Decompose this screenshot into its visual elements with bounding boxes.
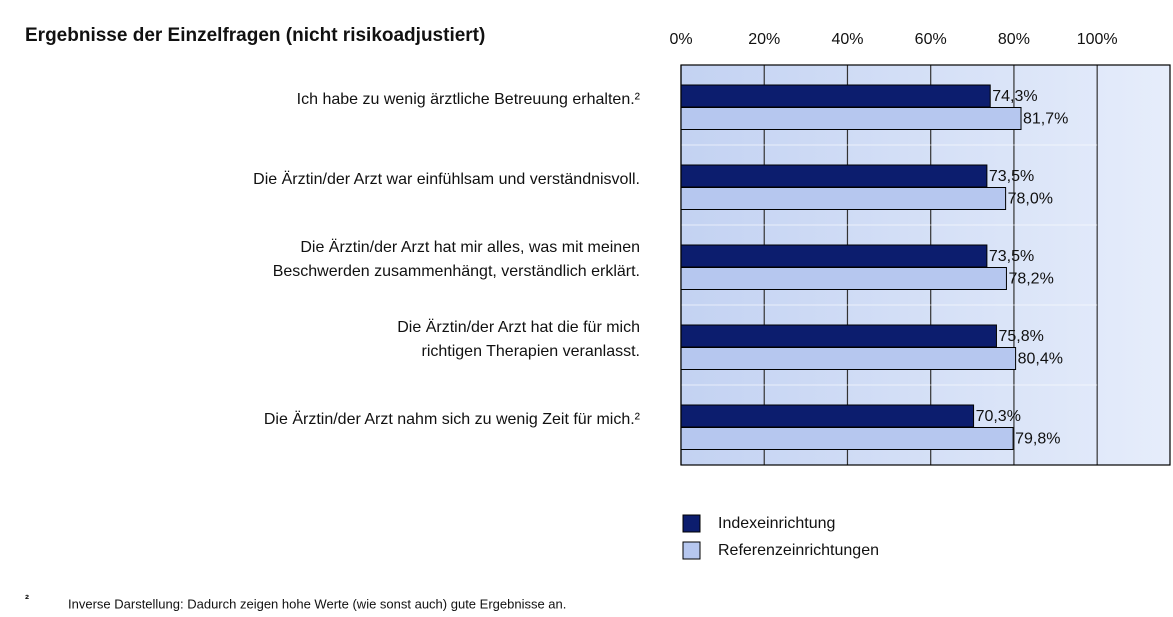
x-tick-label: 60%: [915, 31, 947, 48]
category-label: Die Ärztin/der Arzt hat mir alles, was m…: [272, 239, 640, 280]
bar: [680, 164, 988, 188]
bar: [680, 107, 1022, 130]
category-label: Die Ärztin/der Arzt nahm sich zu wenig Z…: [263, 411, 640, 428]
legend-swatch: [682, 541, 701, 560]
data-label: 79,8%: [1015, 431, 1060, 448]
bar: [680, 404, 975, 428]
bar: [680, 427, 1014, 450]
bar: [680, 347, 1017, 370]
data-label: 80,4%: [1018, 351, 1063, 368]
x-tick-label: 100%: [1077, 31, 1118, 48]
data-label: 73,5%: [989, 168, 1034, 185]
data-label: 74,3%: [992, 88, 1037, 105]
data-label: 78,0%: [1008, 191, 1053, 208]
legend-label: Referenzeinrichtungen: [718, 542, 879, 559]
data-label: 75,8%: [998, 328, 1043, 345]
data-label: 81,7%: [1023, 111, 1068, 128]
x-tick-label: 40%: [831, 31, 863, 48]
data-label: 70,3%: [976, 408, 1021, 425]
footnote-text: Inverse Darstellung: Dadurch zeigen hohe…: [68, 596, 566, 611]
plot-border: [680, 64, 1171, 466]
bar: [680, 324, 997, 348]
chart-title: Ergebnisse der Einzelfragen (nicht risik…: [25, 25, 485, 46]
category-label: Die Ärztin/der Arzt war einfühlsam und v…: [253, 171, 640, 188]
bar: [680, 244, 988, 268]
bar: [680, 84, 991, 108]
footnote-marker: ²: [25, 592, 29, 606]
data-label: 73,5%: [989, 248, 1034, 265]
legend-label: Indexeinrichtung: [718, 515, 835, 532]
bar: [680, 267, 1007, 290]
category-label: Ich habe zu wenig ärztliche Betreuung er…: [296, 91, 640, 108]
legend-swatch: [682, 514, 701, 533]
x-tick-label: 0%: [669, 31, 692, 48]
x-tick-label: 20%: [748, 31, 780, 48]
data-label: 78,2%: [1008, 271, 1053, 288]
x-tick-label: 80%: [998, 31, 1030, 48]
bar: [680, 187, 1007, 210]
category-label: Die Ärztin/der Arzt hat die für mich ric…: [397, 319, 640, 360]
